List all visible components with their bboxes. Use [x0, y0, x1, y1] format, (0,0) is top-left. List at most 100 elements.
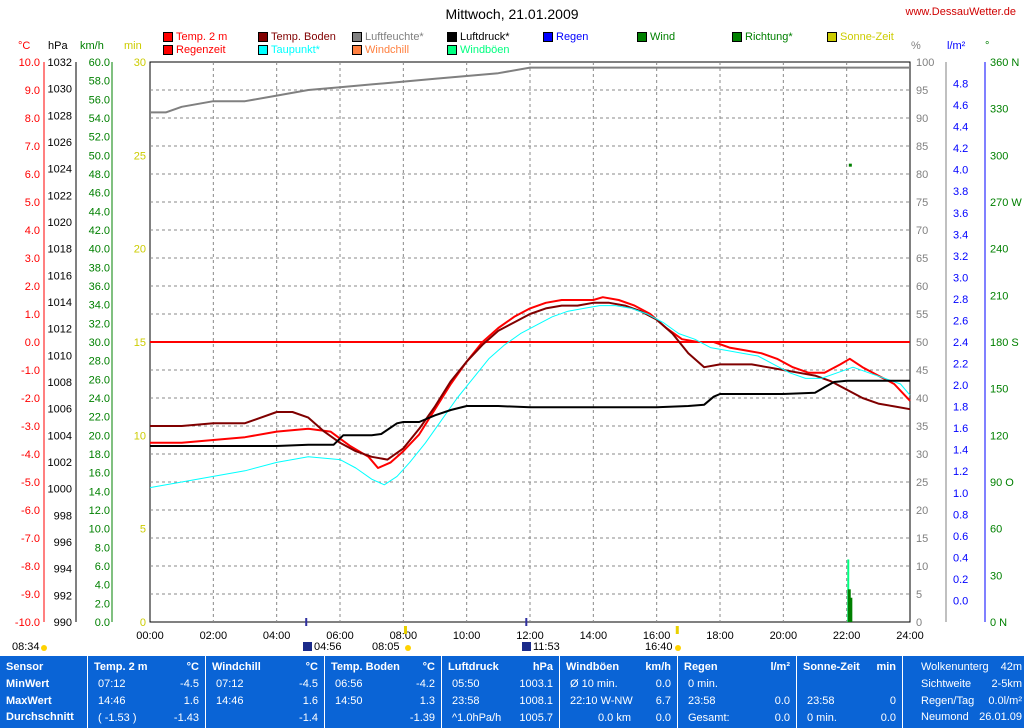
pressure-unit: hPa: [48, 40, 68, 52]
column-header: Temp. 2 m: [94, 661, 148, 673]
wind-tick-label: 42.0: [89, 225, 110, 237]
rain-tick-label: 1.6: [953, 423, 968, 435]
sunset-time: 16:40: [645, 641, 673, 653]
stats-column: Windchill °C 07:12 -4.5 14:46 1.6 -1.4: [206, 656, 325, 728]
cell-value: 6.7: [655, 695, 671, 707]
pressure-tick-label: 1016: [48, 270, 72, 282]
rain-tick-label: 1.4: [953, 445, 968, 457]
legend-swatch: [258, 45, 268, 55]
row-labels: Sensor MinWert MaxWert Durchschnitt: [0, 656, 88, 728]
cell-value: -4.5: [180, 678, 199, 690]
rain-tick-label: 1.2: [953, 466, 968, 478]
wind-tick-label: 24.0: [89, 393, 110, 405]
info-label: Regen/Tag: [921, 695, 975, 707]
wind-tick-label: 46.0: [89, 188, 110, 200]
rain-tick-label: 2.4: [953, 337, 968, 349]
temp-tick-label: -7.0: [21, 533, 40, 545]
time-tick-label: 24:00: [896, 630, 924, 642]
sun-tick-label: 30: [134, 57, 146, 69]
stats-column: Luftdruck hPa 05:50 1003.1 23:58 1008.1 ^1.0hP…: [442, 656, 560, 728]
legend-item: Taupunkt*: [258, 44, 320, 57]
pressure-tick-label: 1008: [48, 377, 72, 389]
rain-tick-label: 4.2: [953, 143, 968, 155]
humidity-line: [150, 66, 910, 114]
rain-tick-label: 0.8: [953, 509, 968, 521]
wind-tick-label: 52.0: [89, 132, 110, 144]
humidity-tick-label: 0: [916, 617, 922, 629]
temp-tick-label: 6.0: [25, 169, 40, 181]
humidity-tick-label: 50: [916, 337, 928, 349]
legend-label: Taupunkt*: [271, 44, 320, 56]
legend-label: Wind: [650, 31, 676, 43]
prev-sun-icon: [41, 645, 47, 651]
pressure-tick-label: 1010: [48, 350, 72, 362]
sun-tick-label: 0: [140, 617, 146, 629]
moonrise-time: 04:56: [314, 641, 342, 653]
humidity-tick-label: 10: [916, 561, 928, 573]
rain-tick-label: 2.6: [953, 315, 968, 327]
wind-tick-label: 8.0: [95, 542, 110, 554]
pressure-tick-label: 1028: [48, 110, 72, 122]
wind-tick-label: 36.0: [89, 281, 110, 293]
legend-label: Luftdruck*: [460, 31, 510, 43]
temp-unit: °C: [18, 40, 31, 52]
column-header: Windchill: [212, 661, 261, 673]
cell-value: -1.43: [173, 712, 199, 724]
legend-swatch: [258, 32, 268, 42]
direction-tick-label: 0 N: [990, 617, 1007, 629]
rain-tick-label: 2.2: [953, 359, 968, 371]
humidity-tick-label: 80: [916, 169, 928, 181]
cell-time: 07:12: [216, 678, 244, 690]
sun-tick-label: 25: [134, 150, 146, 162]
humidity-tick-label: 20: [916, 505, 928, 517]
wind-tick-label: 14.0: [89, 486, 110, 498]
legend-swatch: [163, 32, 173, 42]
temp-tick-label: 2.0: [25, 281, 40, 293]
legend-swatch: [543, 32, 553, 42]
weather-chart: 10.0 9.0 8.0 7.0 6.0 5.0 4.0 3.0 2.0 1.0 0.0 -1.0 -2…: [15, 57, 1022, 651]
cell-time: 22:10 W-NW: [570, 695, 633, 707]
label-avg: Durchschnitt: [6, 711, 74, 723]
cell-value: 1.6: [302, 695, 318, 707]
temp-tick-label: -5.0: [21, 477, 40, 489]
legend-swatch: [447, 45, 457, 55]
info-column: Wolkenunterg 42m Sichtweite 2-5km Regen/…: [903, 656, 1024, 728]
cell-value: 0: [889, 695, 896, 707]
temp-tick-label: 3.0: [25, 253, 40, 265]
legend-swatch: [827, 32, 837, 42]
temp-tick-label: -2.0: [21, 393, 40, 405]
temp-tick-label: -3.0: [21, 421, 40, 433]
chart-title: Mittwoch, 21.01.2009: [445, 6, 579, 22]
column-unit: l/m²: [770, 661, 790, 673]
column-unit: °C: [422, 661, 435, 673]
time-tick-label: 08:00: [390, 630, 418, 642]
humidity-tick-label: 55: [916, 309, 928, 321]
pressure-tick-label: 1014: [48, 297, 72, 309]
legend-item: Richtung*: [732, 31, 793, 44]
cell-time: 23:58: [807, 695, 835, 707]
legend-item: Windchill: [352, 44, 409, 57]
legend-label: Temp. Boden: [271, 31, 336, 43]
column-header: Sonne-Zeit: [803, 661, 860, 673]
cell-time: 23:58: [452, 695, 480, 707]
sunrise-time: 08:05: [372, 641, 400, 653]
sun-icon: [405, 645, 411, 651]
legend-label: Windböen: [460, 44, 510, 56]
site-link[interactable]: www.DessauWetter.de: [905, 6, 1016, 18]
wind-tick-label: 12.0: [89, 505, 110, 517]
legend-label: Regen: [556, 31, 589, 43]
legend-item: Luftdruck*: [447, 31, 510, 44]
sun-icon: [675, 645, 681, 651]
rain-tick-label: 4.0: [953, 165, 968, 177]
cell-time: 0 min.: [807, 712, 837, 724]
pressure-tick-label: 1002: [48, 457, 72, 469]
legend-item: Luftfeuchte*: [352, 31, 424, 44]
direction-point: [848, 163, 852, 167]
column-unit: hPa: [532, 661, 553, 673]
temp-tick-label: -1.0: [21, 365, 40, 377]
wind-unit: km/h: [80, 40, 104, 52]
time-tick-label: 12:00: [516, 630, 544, 642]
pressure-tick-label: 992: [54, 590, 72, 602]
rain-tick-label: 1.8: [953, 402, 968, 414]
column-unit: °C: [305, 661, 318, 673]
